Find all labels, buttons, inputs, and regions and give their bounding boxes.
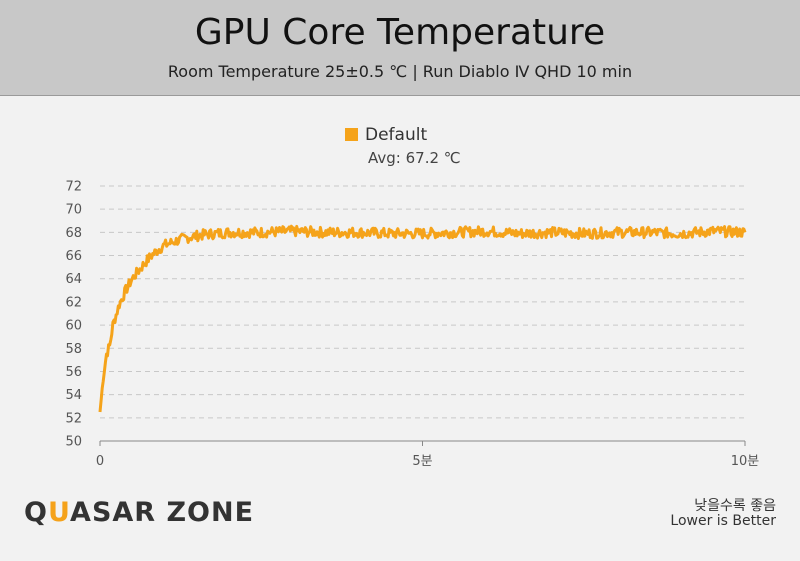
legend-swatch [345, 128, 358, 141]
x-axis-ticks: 0 5분 10분 [96, 441, 759, 469]
y-tick-label: 68 [65, 226, 82, 241]
y-tick-label: 52 [65, 411, 82, 426]
grid-lines [100, 185, 745, 442]
logo-letter-u: U [47, 497, 71, 528]
series-group [98, 224, 747, 413]
logo-letter-q: Q [24, 497, 48, 528]
y-tick-label: 56 [65, 365, 82, 380]
y-tick-label: 60 [65, 319, 82, 334]
chart-subtitle: Room Temperature 25±0.5 ℃ | Run Diablo Ⅳ… [167, 62, 633, 81]
x-tick-label: 5분 [412, 454, 432, 469]
x-tick-label: 10분 [731, 454, 760, 469]
x-tick-label: 0 [96, 454, 104, 469]
note-english: Lower is Better [670, 513, 776, 529]
legend-label: Default [365, 125, 428, 145]
y-axis-ticks: 50 52 54 56 58 60 62 64 66 68 70 72 [65, 180, 82, 450]
y-tick-label: 72 [65, 180, 82, 195]
y-tick-label: 70 [65, 203, 82, 218]
chart-title: GPU Core Temperature [194, 12, 606, 53]
logo-text-rest: ASAR ZONE [70, 497, 255, 528]
y-tick-label: 66 [65, 249, 82, 264]
quasarzone-logo: QUASAR ZONE [24, 497, 254, 528]
y-tick-label: 50 [65, 435, 82, 450]
y-tick-label: 58 [65, 342, 82, 357]
note-korean: 낮을수록 좋음 [694, 498, 776, 514]
y-tick-label: 62 [65, 295, 82, 310]
y-tick-label: 54 [65, 388, 82, 403]
header-bar: GPU Core Temperature Room Temperature 25… [0, 0, 800, 96]
legend-average: Avg: 67.2 ℃ [368, 149, 461, 167]
y-tick-label: 64 [65, 272, 82, 287]
series-line-default [98, 224, 747, 413]
